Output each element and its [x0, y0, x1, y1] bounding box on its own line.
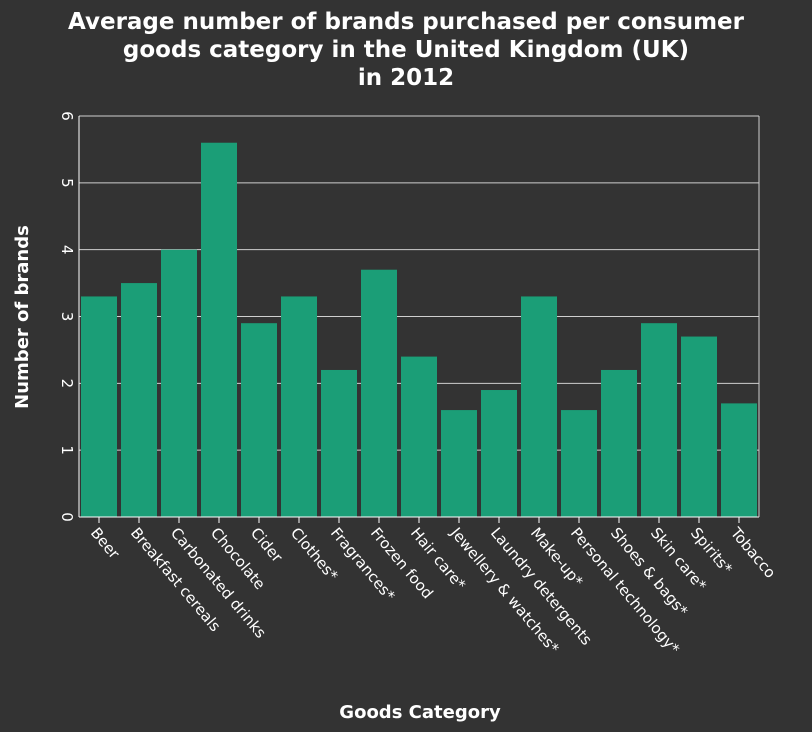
x-tick-label: Beer [87, 524, 124, 563]
bar [441, 410, 477, 517]
bar [601, 369, 637, 517]
y-tick-labels: 0 1 2 3 4 5 6 [58, 111, 76, 522]
x-axis-title: Goods Category [339, 702, 501, 723]
bar [401, 356, 437, 517]
y-tick-label: 1 [58, 445, 76, 455]
bar [201, 142, 237, 517]
axes [78, 116, 760, 523]
bars [81, 142, 757, 517]
bar [121, 283, 157, 517]
x-tick-label: Tobacco [726, 523, 779, 581]
bar [641, 323, 677, 517]
bar [321, 369, 357, 517]
x-tick-label: Cider [247, 524, 287, 567]
bar [241, 323, 277, 517]
bar [521, 296, 557, 517]
bar [561, 410, 597, 517]
bar [81, 296, 117, 517]
bar [161, 249, 197, 517]
y-tick-label: 4 [58, 245, 76, 255]
y-tick-label: 0 [58, 512, 76, 522]
y-axis-title: Number of brands [12, 225, 33, 409]
bar [281, 296, 317, 517]
bar [481, 390, 517, 517]
bar [361, 269, 397, 517]
bar [721, 403, 757, 517]
chart-title: Average number of brands purchased per c… [68, 9, 744, 91]
y-tick-label: 3 [58, 312, 76, 322]
y-tick-label: 5 [58, 178, 76, 188]
y-tick-label: 2 [58, 379, 76, 389]
y-tick-label: 6 [58, 111, 76, 121]
bar [681, 336, 717, 517]
